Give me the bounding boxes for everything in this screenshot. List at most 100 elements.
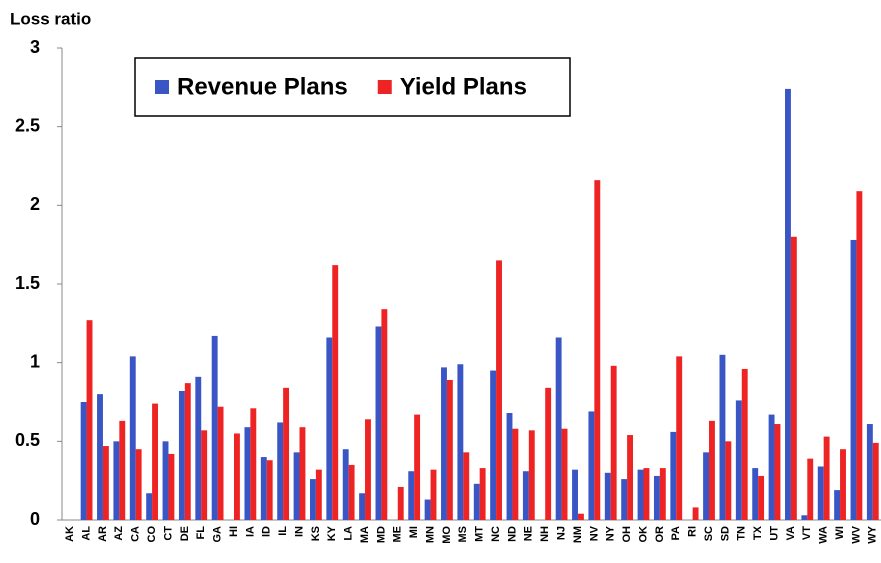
- bar: [676, 356, 683, 520]
- bar: [233, 433, 240, 520]
- bar: [365, 419, 371, 520]
- bar: [293, 452, 300, 520]
- bar: [768, 414, 775, 520]
- bar: [342, 449, 349, 520]
- bar: [594, 180, 601, 520]
- bar: [741, 368, 748, 520]
- x-tick-label: MN: [424, 526, 436, 543]
- x-tick-label: AK: [64, 526, 76, 542]
- bar: [86, 320, 93, 520]
- bar: [801, 515, 808, 520]
- x-tick-label: TX: [752, 525, 764, 540]
- bar: [266, 460, 273, 520]
- x-tick-label: ND: [506, 526, 518, 542]
- x-tick-label: IN: [293, 526, 305, 537]
- x-tick-label: SD: [719, 526, 731, 541]
- x-tick-label: DE: [179, 526, 191, 541]
- bar: [397, 486, 404, 520]
- bar: [178, 390, 185, 520]
- legend-swatch: [155, 80, 169, 94]
- bar: [463, 452, 470, 520]
- bar: [604, 472, 611, 520]
- bar: [588, 411, 595, 520]
- x-tick-label: SC: [703, 526, 715, 541]
- bar: [326, 337, 333, 520]
- bar: [113, 441, 120, 520]
- x-tick-label: NC: [490, 526, 502, 542]
- bar: [752, 468, 759, 520]
- bar: [195, 376, 202, 520]
- bar: [545, 387, 552, 520]
- x-tick-label: CA: [130, 526, 142, 542]
- bar: [119, 420, 126, 520]
- bar: [348, 464, 355, 520]
- x-tick-label: MD: [375, 526, 387, 543]
- bar: [834, 490, 841, 520]
- x-tick-label: AR: [97, 526, 109, 542]
- y-tick-label: 3: [30, 37, 40, 57]
- x-tick-label: TN: [736, 526, 748, 541]
- bar: [408, 471, 415, 520]
- legend-label: Revenue Plans: [177, 73, 348, 100]
- bar: [375, 326, 382, 520]
- bar: [201, 430, 208, 520]
- bar: [97, 394, 103, 520]
- bar: [555, 337, 562, 520]
- bar: [872, 442, 879, 520]
- x-tick-label: AL: [80, 526, 92, 541]
- bar: [496, 260, 502, 520]
- bar: [817, 466, 824, 520]
- bar: [80, 402, 87, 520]
- bar: [457, 364, 464, 520]
- bar: [577, 513, 584, 520]
- x-tick-label: MS: [457, 526, 469, 543]
- bar: [414, 414, 421, 520]
- x-tick-label: VT: [801, 526, 813, 540]
- x-tick-label: LA: [343, 526, 355, 541]
- x-tick-label: NV: [588, 525, 600, 541]
- x-tick-label: OK: [637, 526, 649, 543]
- x-tick-label: WV: [850, 525, 862, 543]
- bar: [184, 383, 191, 520]
- x-tick-label: NH: [539, 526, 551, 542]
- x-tick-label: KS: [310, 526, 322, 541]
- bar: [332, 265, 339, 520]
- bar: [506, 413, 513, 520]
- bar: [823, 436, 830, 520]
- x-tick-label: WI: [834, 526, 846, 539]
- bar: [735, 400, 742, 520]
- bar: [359, 493, 366, 520]
- bar: [850, 239, 857, 521]
- bar: [217, 406, 224, 520]
- bar: [283, 387, 290, 520]
- x-tick-label: NM: [572, 526, 584, 543]
- bar: [430, 469, 437, 520]
- bar: [670, 431, 677, 520]
- y-tick-label: 1.5: [15, 273, 40, 293]
- x-tick-label: CT: [162, 526, 174, 541]
- y-tick-label: 1: [30, 351, 40, 371]
- x-tick-label: AZ: [113, 526, 125, 541]
- bar: [102, 446, 109, 520]
- bar: [725, 441, 732, 520]
- bar: [621, 479, 628, 520]
- bar: [659, 468, 666, 520]
- x-tick-label: WY: [867, 525, 879, 543]
- bar: [610, 365, 617, 520]
- bar: [152, 403, 158, 520]
- x-tick-label: MT: [474, 526, 486, 542]
- bar: [866, 424, 873, 520]
- x-tick-label: GA: [212, 526, 224, 543]
- bar: [299, 427, 306, 520]
- bar: [572, 469, 578, 520]
- x-tick-label: MI: [408, 526, 420, 538]
- bar: [637, 469, 644, 520]
- x-tick-label: NY: [605, 525, 617, 541]
- bar: [168, 453, 175, 520]
- bar: [528, 430, 535, 520]
- x-tick-label: IL: [277, 526, 289, 536]
- x-tick-label: NE: [523, 526, 535, 541]
- x-tick-label: VA: [785, 526, 797, 541]
- bar: [146, 493, 153, 520]
- bar: [774, 424, 781, 520]
